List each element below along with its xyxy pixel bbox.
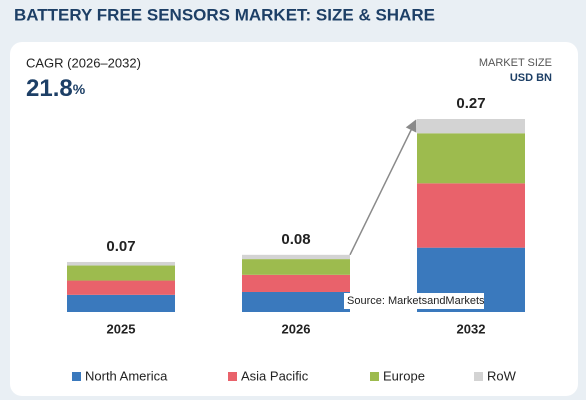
total-label: 0.07 bbox=[106, 238, 135, 255]
growth-arrow bbox=[349, 119, 417, 256]
cagr-unit: % bbox=[73, 81, 86, 97]
legend-swatch bbox=[228, 372, 237, 381]
legend-label: Asia Pacific bbox=[241, 368, 309, 383]
x-tick-label: 2026 bbox=[282, 321, 311, 336]
cagr-label: CAGR (2026–2032) bbox=[26, 55, 141, 70]
unit: USD BN bbox=[510, 72, 552, 84]
bar-segment bbox=[242, 254, 350, 260]
legend-label: RoW bbox=[487, 368, 517, 383]
legend-swatch bbox=[370, 372, 379, 381]
bar-segment bbox=[242, 259, 350, 275]
total-label: 0.27 bbox=[456, 95, 485, 112]
source: Source: MarketsandMarkets bbox=[347, 295, 485, 307]
legend-label: Europe bbox=[383, 368, 425, 383]
chart-title: BATTERY FREE SENSORS MARKET: SIZE & SHAR… bbox=[14, 5, 435, 24]
bar-segment bbox=[417, 183, 525, 248]
bar-segment bbox=[417, 119, 525, 134]
x-tick-label: 2025 bbox=[107, 321, 136, 336]
bar-segment bbox=[242, 291, 350, 312]
cagr-value: 21.8% bbox=[26, 75, 86, 102]
legend-swatch bbox=[72, 372, 81, 381]
total-label: 0.08 bbox=[281, 231, 310, 248]
legend-label: North America bbox=[85, 368, 168, 383]
x-tick-label: 2032 bbox=[457, 321, 486, 336]
cagr-number: 21.8 bbox=[26, 75, 73, 102]
bar-segment bbox=[417, 133, 525, 184]
unit-title: MARKET SIZE bbox=[479, 57, 552, 69]
bar-segment bbox=[242, 274, 350, 292]
bar-segment bbox=[67, 265, 175, 281]
source-bg bbox=[344, 293, 484, 309]
legend-swatch bbox=[474, 372, 483, 381]
bar-segment bbox=[67, 294, 175, 312]
bar-segment bbox=[67, 261, 175, 266]
bar-segment bbox=[67, 280, 175, 295]
